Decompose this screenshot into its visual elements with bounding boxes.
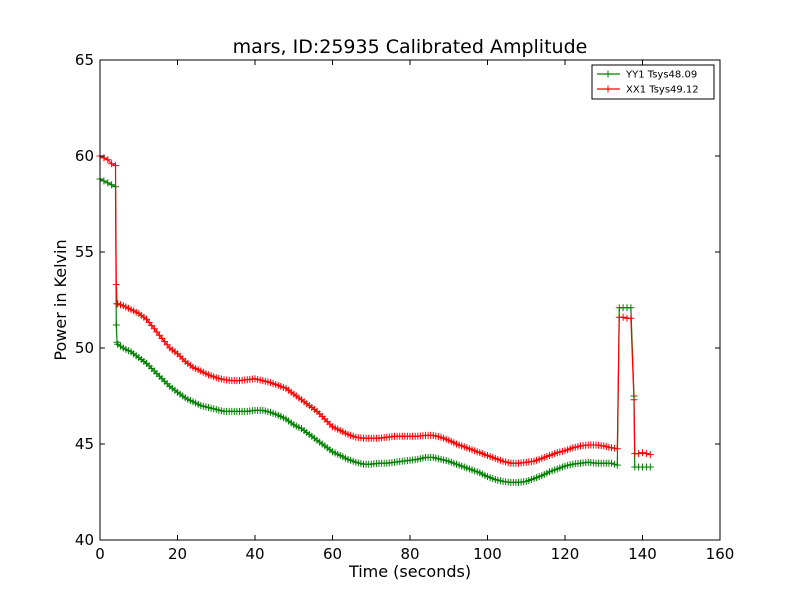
legend-box (591, 64, 715, 100)
legend-swatch-marker (604, 70, 612, 78)
y-tick-label: 45 (75, 435, 94, 453)
data-point-marker (112, 162, 119, 170)
x-tick-label: 160 (706, 545, 735, 563)
data-point-marker (104, 156, 112, 164)
x-tick-label: 40 (245, 545, 264, 563)
data-point-marker (619, 313, 627, 321)
x-tick-label: 80 (400, 545, 419, 563)
x-tick-label: 0 (95, 545, 105, 563)
data-point-marker (646, 463, 654, 471)
y-tick-label: 55 (75, 243, 94, 261)
data-point-marker (608, 459, 615, 467)
y-tick-label: 40 (75, 531, 94, 549)
data-point-marker (646, 451, 654, 459)
legend: YY1 Tsys48.09 XX1 Tsys49.12 (591, 64, 715, 100)
series-line (99, 178, 651, 483)
x-tick-label: 140 (628, 545, 657, 563)
series-line (99, 155, 651, 464)
data-point-marker (630, 396, 638, 404)
data-point-marker (100, 177, 108, 185)
x-tick-label: 120 (551, 545, 580, 563)
x-tick-label: 20 (168, 545, 187, 563)
legend-entry-label: XX1 Tsys49.12 (626, 85, 699, 96)
x-axis-label: Time (seconds) (348, 562, 471, 581)
x-tick-label: 60 (323, 545, 342, 563)
data-point-marker (100, 154, 108, 162)
data-point-marker (108, 160, 116, 168)
chart-title: mars, ID:25935 Calibrated Amplitude (233, 36, 588, 58)
y-axis-label: Power in Kelvin (51, 239, 70, 360)
data-point-marker (610, 460, 618, 468)
y-tick-label: 60 (75, 147, 94, 165)
data-point-marker (613, 461, 621, 469)
y-tick-label: 65 (75, 51, 94, 69)
data-point-marker (635, 450, 643, 458)
plot-frame (99, 59, 721, 541)
legend-entry-label: YY1 Tsys48.09 (625, 70, 697, 81)
data-point-marker (108, 181, 116, 189)
data-point-marker (642, 450, 650, 458)
y-tick-label: 50 (75, 339, 94, 357)
data-point-marker (627, 304, 635, 312)
x-tick-label: 100 (473, 545, 502, 563)
legend-swatch-marker (604, 85, 612, 93)
data-point-marker (613, 445, 621, 453)
data-point-marker (104, 179, 112, 187)
data-point-marker (639, 449, 646, 457)
data-point-marker (112, 281, 120, 289)
data-point-marker (627, 314, 635, 322)
plot-area: 0 20 40 60 80 100 120 140 160 40 45 50 55 60 65 (75, 51, 734, 563)
data-point-marker (112, 321, 120, 329)
